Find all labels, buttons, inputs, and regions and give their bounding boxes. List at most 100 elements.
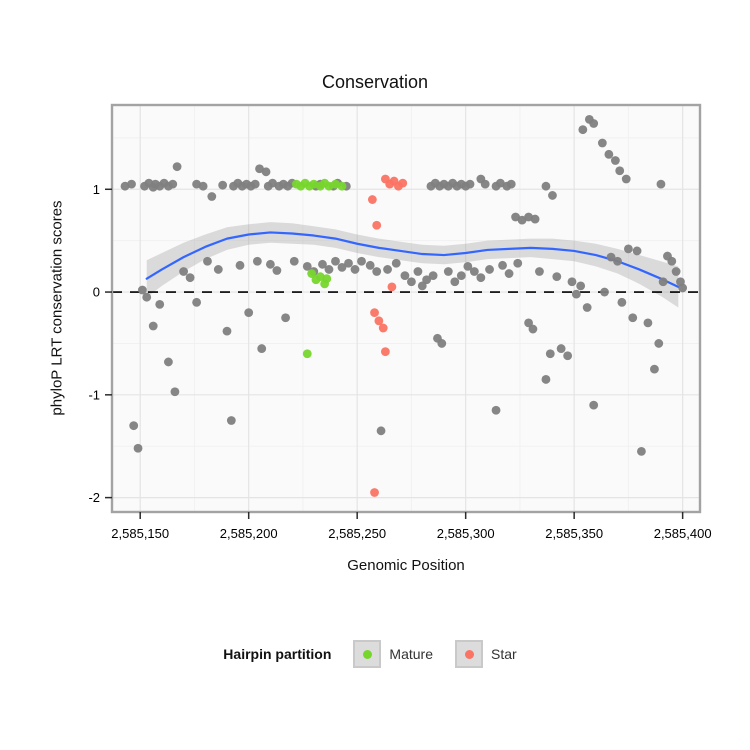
point-other [628,313,638,323]
point-other [142,292,152,302]
point-other [318,259,327,269]
mature-point-swatch [362,649,372,659]
point-other [281,313,290,323]
point-other [556,344,566,353]
y-tick-label: 1 [93,182,100,197]
point-other [643,318,653,328]
point-other [658,277,668,287]
point-other [250,179,260,189]
y-tick-label: -2 [88,490,100,505]
point-other [391,258,401,268]
y-tick-label: -1 [88,387,100,402]
point-other [226,416,236,425]
smooth-line [145,231,680,289]
smooth-ribbon [146,222,679,308]
point-other [407,277,416,287]
point-other [600,287,609,297]
point-other [650,364,659,374]
point-other [417,281,427,291]
point-other [582,303,592,312]
point-other [541,375,551,384]
point-other [428,271,438,281]
point-star [387,282,397,292]
point-other [576,281,586,291]
point-other [671,267,681,276]
point-other [383,265,392,274]
point-other [524,318,533,328]
point-other [548,191,557,200]
point-star [374,316,384,326]
point-other [148,321,158,331]
point-other [597,138,607,148]
point-other [350,265,360,274]
point-other [480,179,490,189]
point-other [443,267,453,276]
legend-label-mature: Mature [389,646,433,662]
y-tick-label: 0 [93,285,100,300]
point-other [506,179,516,189]
point-other [456,271,466,281]
x-tick-label: 2,585,250 [328,526,386,541]
point-other [265,259,275,269]
point-other [617,297,627,307]
point-other [450,277,460,287]
point-other [437,339,447,348]
point-other [137,285,147,295]
point-other [604,149,614,159]
point-other [589,400,599,410]
y-axis-label: phyloP LRT conservation scores [48,200,66,416]
point-other [272,266,282,275]
point-other [357,256,366,266]
point-other [218,180,228,190]
point-other [129,421,139,431]
point-star [398,178,408,188]
point-other [337,262,347,272]
point-other [654,339,664,348]
point-other [331,256,340,266]
point-other [192,297,202,307]
point-other [133,443,143,453]
point-other [252,256,262,266]
point-other [541,181,551,191]
point-other [244,308,254,318]
point-other [485,265,494,274]
legend-item-star: Star [455,640,517,668]
point-other [621,174,631,184]
point-other [170,387,180,397]
x-tick-label: 2,585,200 [220,526,278,541]
point-other [203,256,212,266]
legend-key-mature [353,640,382,668]
point-star [367,195,377,204]
legend-item-mature: Mature [353,640,433,668]
x-tick-label: 2,585,300 [437,526,495,541]
point-other [155,299,165,309]
point-mature [337,181,347,191]
point-other [198,181,208,191]
point-mature [322,274,332,284]
point-other [168,179,178,189]
legend-label-star: Star [491,646,517,662]
point-other [376,426,386,436]
x-tick-label: 2,585,400 [654,526,712,541]
point-other [552,272,562,282]
point-other [498,260,507,270]
x-tick-label: 2,585,350 [545,526,603,541]
point-other [656,179,666,189]
point-other [413,267,423,276]
x-axis-label: Genomic Position [347,557,465,574]
point-other [513,258,523,268]
point-other [185,273,195,283]
point-other [257,344,267,353]
chart-title: Conservation [321,72,429,92]
point-star [370,308,379,318]
point-other [632,246,642,256]
legend-key-star [455,640,483,668]
point-mature [302,349,312,359]
point-other [172,162,182,172]
panel-background [112,105,700,512]
point-other [667,256,677,266]
point-other [571,289,581,299]
point-other [615,166,625,176]
